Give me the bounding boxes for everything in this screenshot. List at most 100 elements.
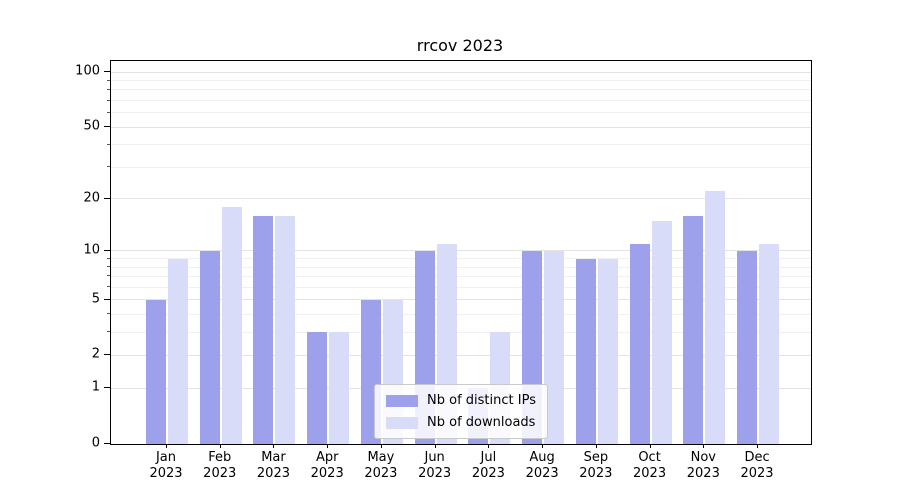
y-tick-mark: [104, 354, 110, 356]
legend-label: Nb of distinct IPs: [427, 393, 536, 408]
y-tick-mark: [104, 298, 110, 300]
x-tick-month: Sep: [583, 450, 609, 465]
bar-downloads-aug: [544, 250, 565, 444]
x-tick-month: Jul: [480, 450, 497, 465]
x-tick-mark: [219, 444, 221, 448]
gridline-minor: [111, 313, 811, 315]
x-tick-year: 2023: [364, 466, 398, 482]
y-tick-mark: [104, 443, 110, 444]
legend-swatch-downloads: [386, 416, 419, 429]
gridline-major: [111, 250, 811, 252]
bar-downloads-jan: [168, 258, 188, 444]
y-minor-tick-mark: [107, 111, 110, 113]
x-tick-label: Aug 2023: [526, 450, 559, 483]
gridline-minor: [111, 80, 811, 82]
x-tick-month: Nov: [690, 450, 716, 465]
y-minor-tick-mark: [107, 99, 110, 101]
x-tick-mark: [273, 444, 275, 448]
y-tick-mark: [104, 387, 110, 389]
x-tick-month: Aug: [529, 450, 555, 465]
y-minor-tick-mark: [107, 143, 110, 145]
gridline-minor: [111, 100, 811, 102]
y-tick-mark: [104, 71, 110, 73]
x-tick-label: Jan 2023: [149, 450, 182, 483]
y-minor-tick-mark: [107, 79, 110, 81]
x-tick-label: Jun 2023: [418, 450, 451, 483]
y-minor-tick-mark: [107, 313, 110, 315]
gridline-minor: [111, 112, 811, 114]
x-tick-mark: [703, 444, 705, 448]
legend-item: Nb of distinct IPs: [386, 393, 536, 408]
bar-distinct-ips-sep: [575, 258, 596, 444]
x-tick-month: Dec: [744, 450, 770, 465]
x-tick-year: 2023: [740, 466, 774, 482]
x-tick-month: Apr: [315, 450, 339, 465]
x-tick-year: 2023: [579, 466, 613, 482]
y-minor-tick-mark: [107, 331, 110, 333]
bar-distinct-ips-nov: [683, 215, 704, 444]
x-tick-mark: [595, 444, 597, 448]
y-tick-label: 2: [91, 346, 100, 362]
gridline-minor: [111, 89, 811, 91]
y-minor-tick-mark: [107, 88, 110, 90]
x-tick-label: May 2023: [364, 450, 397, 483]
x-tick-mark: [166, 444, 167, 448]
x-tick-label: Sep 2023: [579, 450, 612, 483]
y-tick-label: 5: [91, 291, 100, 307]
x-tick-label: Jul 2023: [472, 450, 505, 483]
x-tick-month: Feb: [208, 450, 232, 465]
x-tick-month: Mar: [261, 450, 286, 465]
x-tick-month: Jun: [424, 450, 445, 465]
x-tick-mark: [757, 444, 759, 448]
bar-downloads-sep: [597, 258, 618, 444]
x-tick-mark: [434, 444, 436, 448]
bar-downloads-nov: [705, 191, 726, 444]
y-tick-label: 50: [83, 118, 100, 134]
x-tick-year: 2023: [525, 466, 559, 482]
legend-label: Nb of downloads: [427, 415, 536, 430]
bar-distinct-ips-jan: [146, 299, 166, 444]
x-tick-year: 2023: [633, 466, 667, 482]
y-minor-tick-mark: [107, 275, 110, 277]
x-tick-label: Mar 2023: [257, 450, 290, 483]
x-tick-year: 2023: [471, 466, 505, 482]
y-tick-label: 0: [91, 435, 100, 451]
y-tick-mark: [104, 197, 110, 199]
bar-distinct-ips-oct: [629, 243, 650, 444]
x-tick-label: Feb 2023: [203, 450, 236, 483]
x-tick-mark: [327, 444, 329, 448]
bar-distinct-ips-apr: [307, 332, 328, 444]
x-tick-year: 2023: [686, 466, 720, 482]
x-tick-year: 2023: [310, 466, 344, 482]
y-minor-tick-mark: [107, 286, 110, 288]
x-tick-label: Oct 2023: [633, 450, 666, 483]
gridline-major: [111, 71, 811, 73]
x-tick-mark: [380, 444, 382, 448]
x-tick-mark: [542, 444, 544, 448]
gridline-major: [111, 198, 811, 200]
x-tick-mark: [649, 444, 651, 448]
y-tick-label: 1: [91, 379, 100, 395]
x-tick-year: 2023: [256, 466, 290, 482]
bar-downloads-mar: [275, 215, 296, 444]
x-tick-label: Dec 2023: [740, 450, 773, 483]
x-tick-month: May: [367, 450, 395, 465]
x-tick-label: Nov 2023: [687, 450, 720, 483]
gridline-major: [111, 299, 811, 301]
gridline-minor: [111, 286, 811, 288]
gridline-minor: [111, 266, 811, 268]
x-tick-year: 2023: [418, 466, 452, 482]
gridline-minor: [111, 144, 811, 146]
gridline-minor: [111, 258, 811, 259]
plot-area: Nb of distinct IPs Nb of downloads: [110, 60, 812, 445]
x-tick-mark: [488, 444, 490, 448]
y-tick-mark: [104, 249, 110, 251]
x-tick-year: 2023: [149, 466, 183, 482]
bar-downloads-oct: [651, 220, 672, 444]
bar-distinct-ips-mar: [253, 215, 274, 444]
x-tick-year: 2023: [203, 466, 237, 482]
bar-distinct-ips-dec: [737, 250, 758, 444]
legend: Nb of distinct IPs Nb of downloads: [374, 384, 548, 439]
x-tick-month: Jan: [155, 450, 177, 465]
